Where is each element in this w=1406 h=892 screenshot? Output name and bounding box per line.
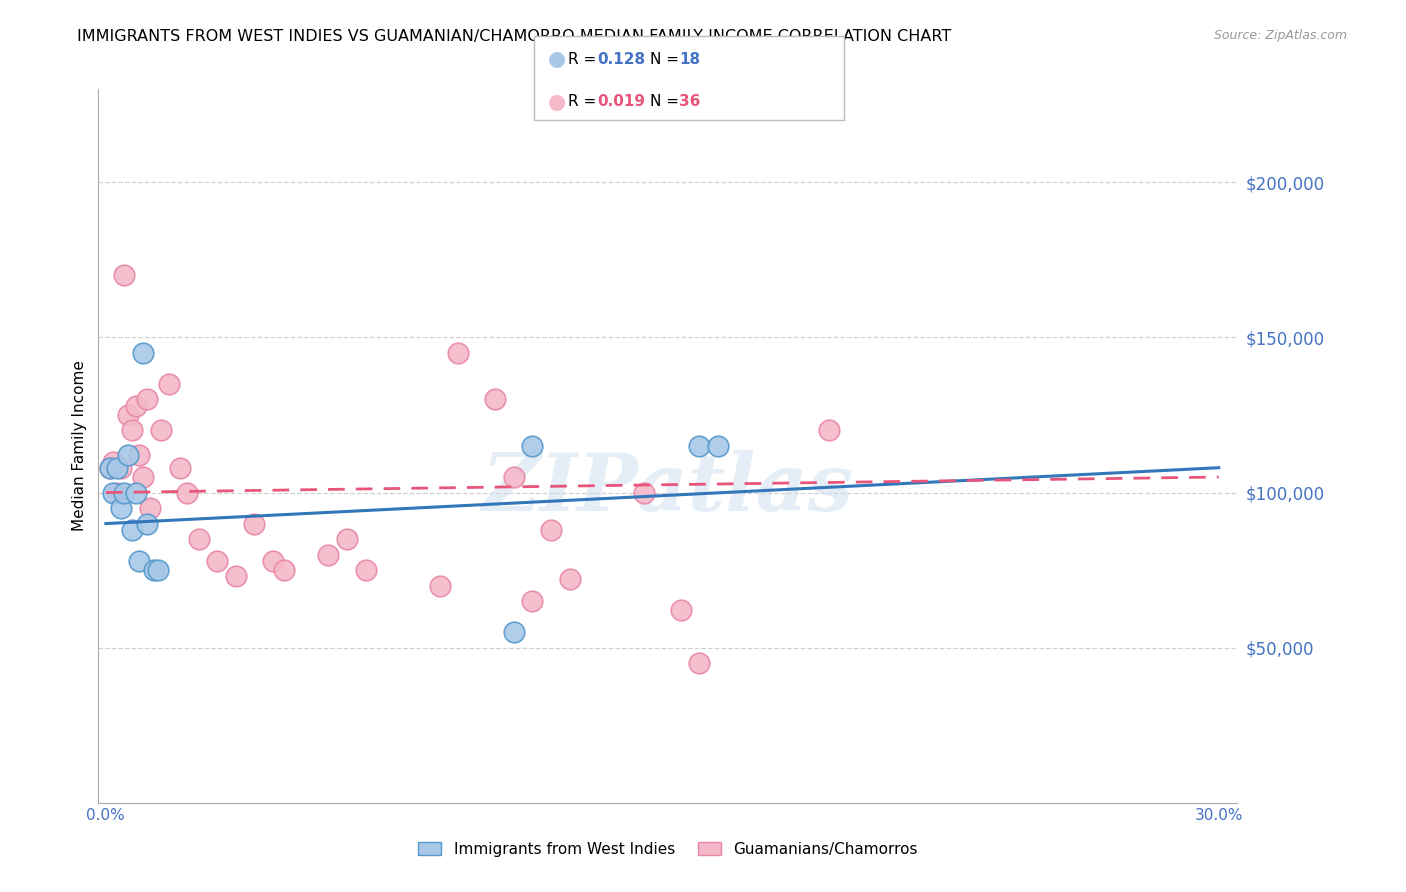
Text: ●: ● [548, 49, 567, 70]
Point [103, 485, 125, 500]
Point [447, 346, 470, 360]
Point [354, 563, 377, 577]
Point [112, 268, 135, 283]
Point [707, 439, 730, 453]
Text: R =: R = [568, 95, 602, 110]
Point [139, 501, 162, 516]
Point [124, 485, 146, 500]
Point [336, 532, 359, 546]
Point [124, 399, 146, 413]
Point [135, 516, 157, 531]
Point [121, 424, 143, 438]
Point [205, 554, 228, 568]
Point [540, 523, 562, 537]
Point [503, 470, 526, 484]
Text: N =: N = [650, 95, 683, 110]
Y-axis label: Median Family Income: Median Family Income [72, 360, 87, 532]
Text: 18: 18 [679, 52, 700, 67]
Point [98, 460, 121, 475]
Text: Source: ZipAtlas.com: Source: ZipAtlas.com [1213, 29, 1347, 42]
Point [318, 548, 340, 562]
Text: 0.019: 0.019 [598, 95, 645, 110]
Point [128, 448, 150, 462]
Point [128, 554, 150, 568]
Point [117, 408, 139, 422]
Point [121, 523, 143, 537]
Point [262, 554, 284, 568]
Point [146, 563, 169, 577]
Point [105, 460, 128, 475]
Point [103, 454, 125, 468]
Point [98, 460, 121, 475]
Text: R =: R = [568, 52, 602, 67]
Point [688, 439, 710, 453]
Point [273, 563, 295, 577]
Point [169, 460, 191, 475]
Point [105, 485, 128, 500]
Point [503, 625, 526, 640]
Point [110, 501, 132, 516]
Text: 0.128: 0.128 [598, 52, 645, 67]
Point [132, 470, 155, 484]
Point [150, 424, 173, 438]
Point [132, 346, 155, 360]
Point [187, 532, 209, 546]
Point [176, 485, 198, 500]
Point [112, 485, 135, 500]
Point [484, 392, 506, 407]
Point [522, 594, 544, 608]
Point [633, 485, 655, 500]
Point [243, 516, 266, 531]
Legend: Immigrants from West Indies, Guamanians/Chamorros: Immigrants from West Indies, Guamanians/… [412, 836, 924, 863]
Point [110, 460, 132, 475]
Point [429, 579, 451, 593]
Text: 36: 36 [679, 95, 700, 110]
Point [225, 569, 247, 583]
Text: ●: ● [548, 92, 567, 112]
Text: N =: N = [650, 52, 683, 67]
Point [522, 439, 544, 453]
Point [143, 563, 166, 577]
Text: ZIPatlas: ZIPatlas [482, 450, 853, 527]
Point [688, 656, 710, 670]
Point [558, 573, 581, 587]
Point [117, 448, 139, 462]
Text: IMMIGRANTS FROM WEST INDIES VS GUAMANIAN/CHAMORRO MEDIAN FAMILY INCOME CORRELATI: IMMIGRANTS FROM WEST INDIES VS GUAMANIAN… [77, 29, 952, 44]
Point [157, 376, 180, 391]
Point [135, 392, 157, 407]
Point [818, 424, 841, 438]
Point [669, 603, 692, 617]
